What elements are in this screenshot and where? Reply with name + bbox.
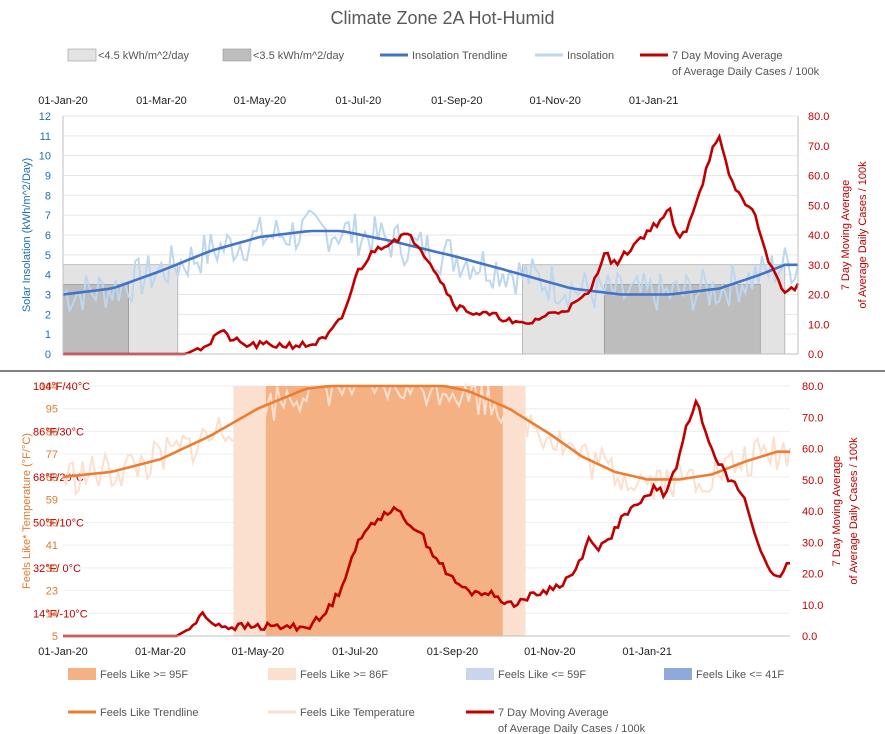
left-tick-bottom-11: 104: [40, 381, 58, 393]
legend2-label-6: 7 Day Moving Average: [498, 707, 608, 719]
right-tick-top-5: 50.0: [808, 200, 829, 212]
top-x-tick-2: 01-May-20: [234, 95, 287, 107]
left-axis-title-top: Solar Insolation (kWh/m^2/Day): [21, 158, 33, 312]
legend2-swatch-3: [664, 668, 692, 680]
left-tick-top-6: 6: [45, 230, 51, 242]
left-tick-top-11: 11: [40, 131, 51, 143]
legend-label-2: Insolation Trendline: [412, 50, 507, 62]
left-tick-top-8: 8: [45, 190, 51, 202]
legend2-label-1: Feels Like >= 86F: [300, 669, 388, 681]
right-tick-bottom-2: 20.0: [802, 569, 823, 581]
left-axis-title-bottom: Feels Like* Temperature (°F/°C): [21, 433, 33, 589]
left-tick-bottom-0: 5: [52, 631, 58, 643]
bottom-x-tick-0: 01-Jan-20: [38, 646, 88, 658]
legend-swatch-1: [222, 48, 252, 62]
top-x-tick-3: 01-Jul-20: [335, 95, 381, 107]
left-tick-top-12: 12: [39, 111, 51, 123]
top-x-tick-4: 01-Sep-20: [431, 95, 482, 107]
celsius-tick-2: 68°F/20°C: [33, 472, 84, 484]
feels-like-trendline: [62, 384, 790, 481]
legend-label-0: <4.5 kWh/m^2/day: [98, 50, 190, 62]
celsius-tick-4: 32°F/ 0°C: [33, 563, 81, 575]
right-axis-title-bottom-1: 7 Day Moving Average: [831, 456, 843, 566]
legend2-label-2: Feels Like <= 59F: [498, 669, 586, 681]
legend-swatch-0: [67, 48, 97, 62]
celsius-tick-5: 14°F/-10°C: [33, 608, 88, 620]
legend2-label-5: Feels Like Temperature: [300, 707, 415, 719]
right-tick-top-7: 70.0: [808, 141, 829, 153]
left-tick-bottom-4: 41: [46, 540, 58, 552]
chart-title: Climate Zone 2A Hot-Humid: [330, 8, 555, 28]
right-tick-top-4: 40.0: [808, 230, 829, 242]
right-tick-bottom-5: 50.0: [802, 475, 823, 487]
top-x-tick-0: 01-Jan-20: [38, 95, 88, 107]
left-tick-top-1: 1: [45, 329, 51, 341]
celsius-tick-1: 86°F/30°C: [33, 426, 84, 438]
left-tick-bottom-8: 77: [46, 449, 58, 461]
legend2-label-0: Feels Like >= 95F: [100, 669, 188, 681]
cases-series-bottom: [63, 397, 791, 638]
right-tick-bottom-0: 0.0: [802, 631, 817, 643]
bottom-x-tick-2: 01-May-20: [231, 646, 284, 658]
left-tick-bottom-10: 95: [46, 404, 58, 416]
left-tick-top-4: 4: [45, 270, 51, 282]
left-tick-top-0: 0: [45, 349, 51, 361]
right-tick-top-1: 10.0: [808, 319, 829, 331]
left-tick-bottom-1: 14: [46, 608, 58, 620]
left-tick-top-9: 9: [45, 171, 51, 183]
bottom-x-tick-1: 01-Mar-20: [135, 646, 186, 658]
insolation-trendline: [62, 229, 798, 296]
right-axis-title-top-2: of Average Daily Cases / 100k: [857, 161, 869, 309]
right-tick-top-3: 30.0: [808, 260, 829, 272]
bottom-x-tick-4: 01-Sep-20: [427, 646, 478, 658]
left-tick-top-7: 7: [45, 210, 51, 222]
legend-label-1: <3.5 kWh/m^2/day: [253, 50, 345, 62]
right-axis-title-bottom-2: of Average Daily Cases / 100k: [848, 437, 860, 585]
legend2-label-3: Feels Like <= 41F: [696, 669, 784, 681]
celsius-tick-0: 104°F/40°C: [33, 381, 90, 393]
right-tick-bottom-7: 70.0: [802, 412, 823, 424]
left-tick-top-5: 5: [45, 250, 51, 262]
top-x-tick-5: 01-Nov-20: [530, 95, 581, 107]
legend-label2-4: of Average Daily Cases / 100k: [672, 66, 820, 78]
top-x-tick-6: 01-Jan-21: [629, 95, 679, 107]
bottom-x-tick-5: 01-Nov-20: [524, 646, 575, 658]
right-tick-bottom-3: 30.0: [802, 537, 823, 549]
right-tick-top-6: 60.0: [808, 171, 829, 183]
celsius-tick-3: 50°F/10°C: [33, 517, 84, 529]
band-lt35-1: [604, 284, 761, 355]
left-tick-bottom-6: 59: [46, 495, 58, 507]
left-tick-bottom-2: 23: [46, 586, 58, 598]
right-tick-bottom-1: 10.0: [802, 600, 823, 612]
bottom-x-tick-3: 01-Jul-20: [332, 646, 378, 658]
legend2-label-4: Feels Like Trendline: [100, 707, 198, 719]
left-tick-bottom-7: 68: [46, 472, 58, 484]
legend-label-4: 7 Day Moving Average: [672, 50, 782, 62]
right-tick-bottom-6: 60.0: [802, 444, 823, 456]
right-tick-top-0: 0.0: [808, 349, 823, 361]
left-tick-bottom-5: 50: [46, 517, 58, 529]
right-tick-bottom-4: 40.0: [802, 506, 823, 518]
legend2-swatch-1: [268, 668, 296, 680]
left-tick-top-3: 3: [45, 290, 51, 302]
right-tick-top-2: 20.0: [808, 290, 829, 302]
left-tick-bottom-9: 86: [46, 426, 58, 438]
legend2-swatch-2: [466, 668, 494, 680]
right-tick-top-8: 80.0: [808, 111, 829, 123]
top-x-tick-1: 01-Mar-20: [136, 95, 187, 107]
left-tick-top-10: 10: [39, 151, 51, 163]
bottom-x-tick-6: 01-Jan-21: [622, 646, 672, 658]
left-tick-bottom-3: 32: [46, 563, 58, 575]
left-tick-top-2: 2: [45, 309, 51, 321]
right-tick-bottom-8: 80.0: [802, 381, 823, 393]
legend2-swatch-0: [68, 668, 96, 680]
right-axis-title-top-1: 7 Day Moving Average: [840, 180, 852, 290]
legend-label-3: Insolation: [567, 50, 614, 62]
legend2-label2-6: of Average Daily Cases / 100k: [498, 723, 646, 734]
